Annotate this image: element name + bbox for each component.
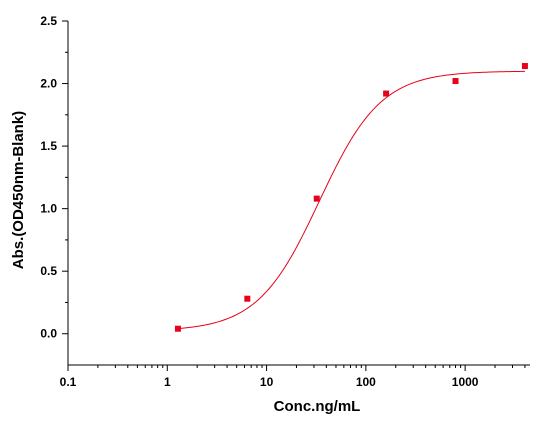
x-tick-label: 100 (356, 375, 376, 389)
x-tick-label: 1 (164, 375, 171, 389)
x-tick-label: 1000 (452, 375, 479, 389)
data-points (174, 63, 528, 332)
data-point (174, 325, 181, 332)
data-point (452, 78, 459, 85)
fit-curve-group (177, 70, 525, 330)
data-point (313, 195, 320, 202)
y-tick-label: 0.0 (40, 327, 57, 341)
data-point (244, 295, 251, 302)
x-axis-title: Conc.ng/mL (274, 398, 361, 415)
axes (67, 21, 530, 366)
y-tick-label: 1.5 (40, 139, 57, 153)
x-tick-label: 0.1 (60, 375, 77, 389)
y-axis-title: Abs.(OD450nm-Blank) (10, 111, 27, 269)
data-point (383, 90, 390, 97)
y-tick-label: 1.0 (40, 202, 57, 216)
data-point (521, 63, 528, 70)
y-tick-label: 2.5 (40, 14, 57, 28)
x-tick-label: 10 (260, 375, 274, 389)
fit-curve (177, 70, 525, 330)
y-tick-label: 2.0 (40, 77, 57, 91)
y-tick-label: 0.5 (40, 264, 57, 278)
ticks: 0.0 0.5 1.0 1.5 2.0 2.5 0.1 1 10 100 1000 (40, 14, 526, 389)
